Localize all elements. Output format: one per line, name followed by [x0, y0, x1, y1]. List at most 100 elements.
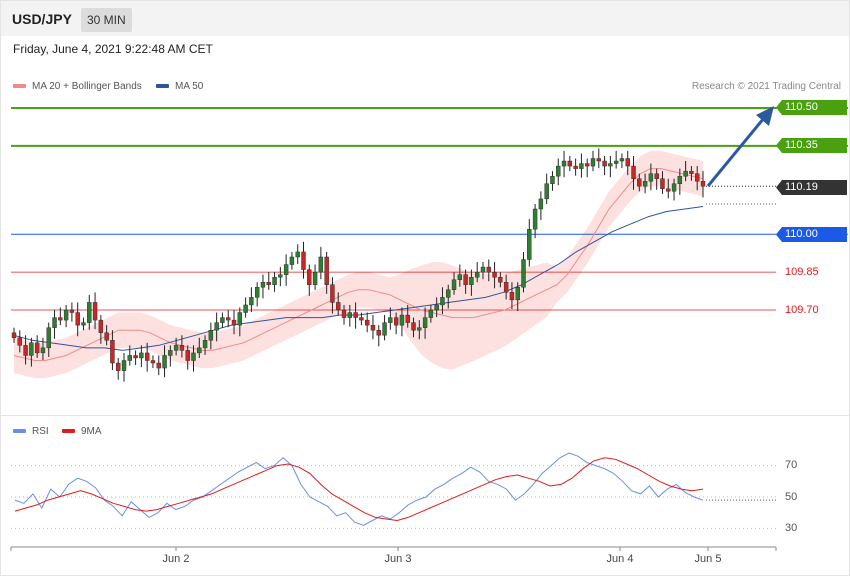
candle-body	[683, 170, 688, 177]
candle-body	[69, 309, 75, 313]
candle-body	[179, 345, 185, 351]
level-tag-110-50: 110.50	[776, 100, 847, 115]
candle-body	[139, 352, 144, 359]
legend-ma20: MA 20 + Bollinger Bands	[13, 81, 142, 92]
candle-body	[208, 330, 214, 341]
candle-body	[144, 352, 150, 361]
candle-body	[52, 317, 57, 328]
candle-body	[307, 269, 312, 285]
candle-body	[625, 158, 630, 167]
title-bar: USD/JPY 30 MIN	[1, 1, 849, 36]
candle-body	[116, 362, 121, 371]
candle-body	[567, 160, 573, 167]
candle-body	[422, 317, 428, 328]
ma20-swatch	[13, 84, 26, 89]
candle-body	[289, 256, 295, 265]
candle-body	[11, 332, 17, 338]
candle-body	[486, 266, 491, 273]
candle-body	[503, 282, 509, 293]
candle-body	[127, 355, 132, 361]
candle-body	[341, 309, 347, 318]
projection-arrow	[706, 117, 766, 187]
candle-body	[446, 289, 451, 298]
candle-body	[544, 183, 549, 200]
candle-body	[359, 317, 364, 321]
candle-body	[243, 304, 248, 313]
candle-body	[266, 282, 271, 285]
candle-body	[654, 173, 659, 179]
ma50-line	[13, 206, 704, 351]
candle-body	[399, 314, 405, 326]
candle-body	[364, 319, 370, 326]
candle-body	[214, 322, 219, 331]
candle-body	[324, 256, 329, 285]
level-tag-109-85: 109.85	[785, 266, 819, 278]
candle-body	[237, 312, 243, 326]
candle-body	[121, 360, 127, 371]
candle-body	[677, 175, 683, 184]
candle-body	[220, 317, 225, 323]
candle-body	[301, 251, 306, 270]
candle-body	[133, 355, 138, 359]
candle-body	[648, 173, 654, 182]
candle-body	[75, 312, 80, 326]
x-tick-jun-5: Jun 5	[694, 553, 722, 565]
level-tag-110-00: 110.00	[776, 227, 847, 242]
candle-body	[700, 181, 706, 187]
candle-body	[249, 297, 254, 306]
bollinger-band	[14, 150, 703, 379]
candle-body	[191, 352, 196, 361]
candle-body	[40, 347, 46, 354]
candle-body	[173, 345, 179, 351]
candle-body	[469, 276, 474, 285]
candle-body	[642, 181, 648, 187]
candle-body	[631, 165, 636, 179]
candle-body	[110, 340, 115, 364]
candle-body	[63, 309, 69, 321]
legend-ma50: MA 50	[156, 81, 203, 92]
instrument-title: USD/JPY	[12, 11, 72, 27]
candle-body	[197, 347, 202, 354]
candle-body	[393, 317, 399, 326]
level-tag-109-70: 109.70	[785, 304, 819, 316]
candle-body	[527, 228, 532, 260]
candle-body	[104, 332, 109, 341]
candle-body	[58, 317, 63, 321]
candle-body	[613, 160, 619, 164]
candle-body	[689, 170, 694, 174]
x-tick-jun-3: Jun 3	[384, 553, 412, 565]
candle-body	[382, 322, 387, 336]
candle-body	[98, 319, 104, 333]
candle-body	[46, 327, 51, 349]
candle-body	[440, 297, 445, 306]
legend-rsi-ma-label: 9MA	[81, 426, 102, 437]
legend-ma50-label: MA 50	[175, 81, 204, 92]
candle-body	[608, 163, 613, 167]
candle-body	[168, 350, 173, 356]
candle-body	[561, 160, 567, 167]
rsi-tick-70: 70	[785, 459, 798, 471]
candle-body	[87, 302, 92, 323]
candle-body	[474, 271, 480, 278]
candle-body	[376, 330, 381, 336]
candle-body	[272, 276, 277, 285]
candle-body	[619, 158, 625, 162]
candle-body	[590, 158, 596, 167]
candle-body	[596, 158, 601, 162]
panel-divider	[1, 415, 849, 416]
legend-rsi-label: RSI	[32, 426, 49, 437]
timeframe-badge[interactable]: 30 MIN	[81, 8, 132, 32]
candle-body	[202, 340, 208, 349]
candle-body	[405, 314, 410, 323]
timestamp: Friday, June 4, 2021 9:22:48 AM CET	[13, 42, 213, 56]
candle-body	[23, 345, 28, 356]
candle-body	[417, 327, 422, 331]
x-tick-jun-2: Jun 2	[162, 553, 190, 565]
ma50-swatch	[156, 84, 169, 89]
rsi-tick-50: 50	[785, 491, 798, 503]
x-tick-jun-4: Jun 4	[606, 553, 634, 565]
candle-body	[336, 302, 341, 311]
candle-body	[92, 302, 98, 321]
candle-body	[156, 362, 161, 369]
